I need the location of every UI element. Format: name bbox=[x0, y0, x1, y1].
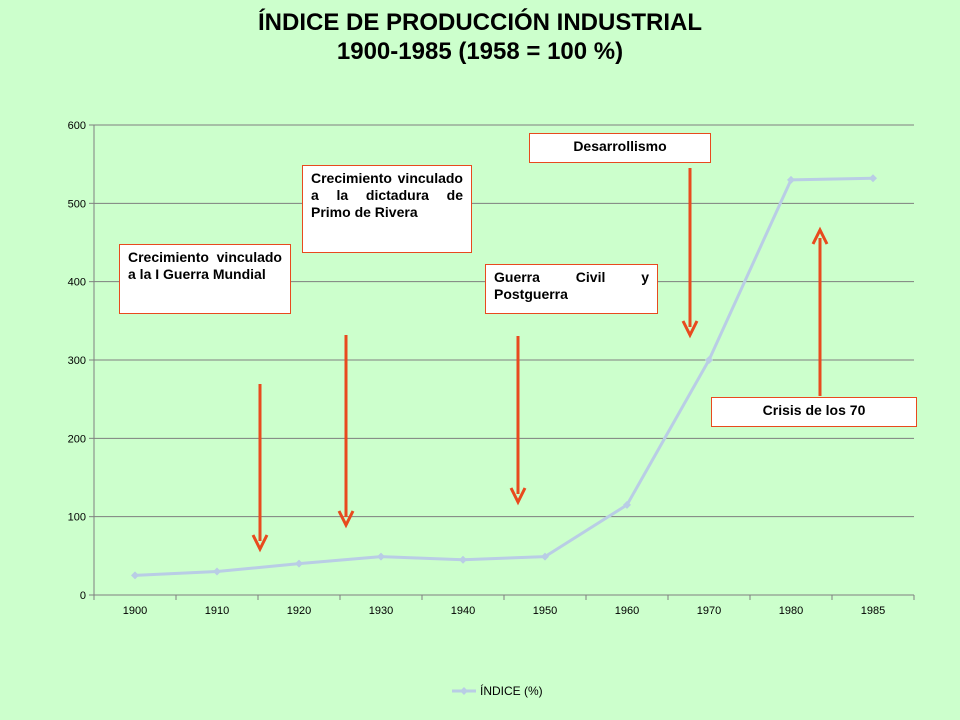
legend-marker bbox=[460, 687, 468, 695]
x-tick-label-1985: 1985 bbox=[861, 605, 885, 617]
annotation-crisis-70-text: Crisis de los 70 bbox=[762, 402, 866, 418]
chart-title-line-1: ÍNDICE DE PRODUCCIÓN INDUSTRIAL bbox=[257, 9, 702, 36]
y-axis-tick-labels: 0 100 200 300 400 500 600 bbox=[68, 120, 86, 602]
arrow-guerra-mundial-head bbox=[251, 534, 269, 553]
x-tick-label-1950: 1950 bbox=[533, 605, 557, 617]
data-point-1950 bbox=[541, 552, 549, 561]
data-point-1970 bbox=[705, 356, 713, 364]
arrow-guerra-civil bbox=[509, 336, 527, 506]
annotation-guerra-mundial: Crecimiento vinculado a la I Guerra Mund… bbox=[119, 244, 291, 314]
y-tick-label-200: 200 bbox=[68, 433, 86, 445]
arrow-desarrollismo bbox=[681, 168, 699, 339]
arrow-crisis-70 bbox=[811, 226, 829, 396]
data-point-1960 bbox=[623, 500, 631, 509]
x-tick-label-1960: 1960 bbox=[615, 605, 639, 617]
data-point-1930 bbox=[377, 552, 385, 561]
annotation-guerra-mundial-text: Crecimiento vinculado a la I Guerra Mund… bbox=[128, 249, 282, 282]
series-indice bbox=[131, 174, 877, 580]
data-point-1940 bbox=[459, 555, 467, 564]
annotation-arrows bbox=[251, 168, 829, 553]
grid-lines bbox=[89, 124, 915, 600]
annotation-guerra-civil: Guerra Civil y Postguerra bbox=[485, 264, 658, 314]
arrow-primo-de-rivera bbox=[337, 335, 355, 529]
y-tick-label-100: 100 bbox=[68, 512, 86, 524]
x-tick-label-1920: 1920 bbox=[287, 605, 311, 617]
y-tick-label-300: 300 bbox=[68, 355, 86, 367]
chart-title: ÍNDICE DE PRODUCCIÓN INDUSTRIAL 1900-198… bbox=[0, 8, 960, 66]
legend-label: ÍNDICE (%) bbox=[480, 683, 543, 698]
annotation-primo-de-rivera: Crecimiento vinculado a la dictadura de … bbox=[302, 165, 472, 253]
arrow-desarrollismo-head bbox=[681, 320, 699, 339]
arrow-guerra-mundial bbox=[251, 384, 269, 553]
x-tick-label-1980: 1980 bbox=[779, 605, 803, 617]
arrow-primo-de-rivera-head bbox=[337, 510, 355, 529]
y-tick-label-600: 600 bbox=[68, 120, 86, 132]
arrow-guerra-civil-head bbox=[509, 487, 527, 506]
series-line-indice bbox=[134, 176, 874, 577]
legend: ÍNDICE (%) bbox=[452, 683, 543, 698]
chart-title-line-2: 1900-1985 (1958 = 100 %) bbox=[336, 38, 624, 65]
data-point-1985 bbox=[869, 174, 877, 183]
arrow-crisis-70-head bbox=[811, 226, 829, 245]
annotation-guerra-civil-text: Guerra Civil y Postguerra bbox=[494, 269, 649, 302]
annotation-desarrollismo: Desarrollismo bbox=[529, 133, 711, 163]
x-tick-label-1930: 1930 bbox=[369, 605, 393, 617]
annotation-desarrollismo-text: Desarrollismo bbox=[573, 138, 667, 154]
x-tick-label-1900: 1900 bbox=[123, 605, 147, 617]
annotation-primo-de-rivera-text: Crecimiento vinculado a la dictadura de … bbox=[311, 170, 463, 220]
x-tick-label-1970: 1970 bbox=[697, 605, 721, 617]
data-point-1920 bbox=[295, 559, 303, 568]
x-tick-label-1910: 1910 bbox=[205, 605, 229, 617]
data-point-1900 bbox=[131, 571, 139, 580]
x-tick-label-1940: 1940 bbox=[451, 605, 475, 617]
x-axis-tick-labels: 1900 1910 1920 1930 1940 1950 1960 1970 1980 1985 bbox=[123, 605, 885, 617]
y-tick-label-500: 500 bbox=[68, 198, 86, 210]
annotation-crisis-70: Crisis de los 70 bbox=[711, 397, 917, 427]
y-tick-label-400: 400 bbox=[68, 277, 86, 289]
data-point-1980 bbox=[787, 175, 795, 184]
data-point-1910 bbox=[213, 567, 221, 576]
y-tick-label-0: 0 bbox=[80, 590, 86, 602]
